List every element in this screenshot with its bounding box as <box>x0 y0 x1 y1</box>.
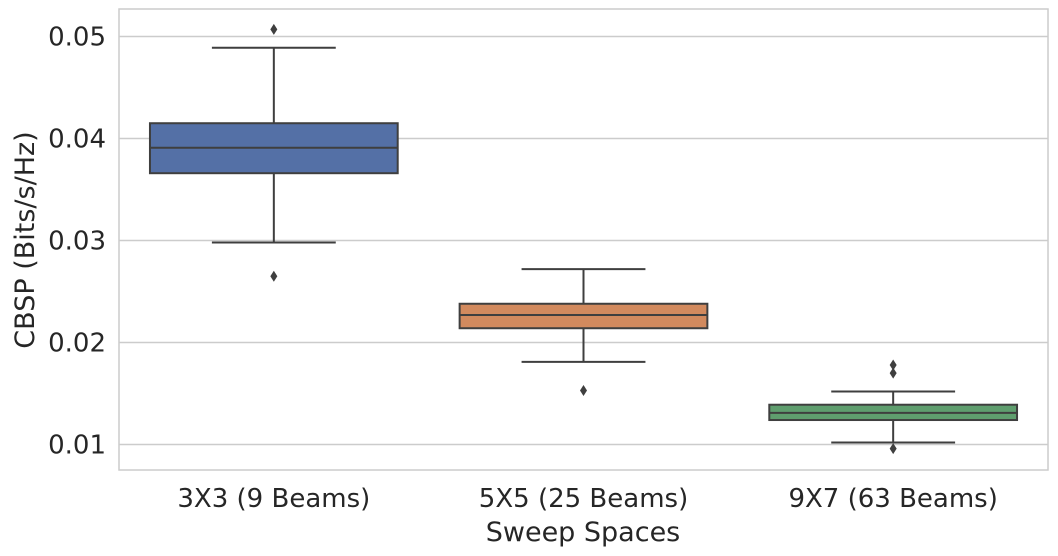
x-tick-labels: 3X3 (9 Beams) 5X5 (25 Beams) 9X7 (63 Beams… <box>177 484 998 514</box>
x-axis-label: Sweep Spaces <box>486 517 681 548</box>
box-group <box>768 359 1019 455</box>
plot-frame <box>118 8 1049 471</box>
box-iqr <box>458 302 709 330</box>
grid-lines <box>119 35 1048 446</box>
y-tick-label: 0.05 <box>48 23 106 53</box>
y-axis-label: CBSP (Bits/s/Hz) <box>10 131 41 348</box>
outlier-point <box>580 384 587 396</box>
y-tick-label: 0.02 <box>48 329 106 359</box>
outlier-point <box>889 359 897 371</box>
x-tick-label: 5X5 (25 Beams) <box>479 484 688 514</box>
y-tick-label: 0.01 <box>48 431 106 461</box>
y-tick-label: 0.03 <box>48 227 106 257</box>
x-tick-label: 3X3 (9 Beams) <box>177 484 370 514</box>
box-group <box>458 268 709 396</box>
outlier-point <box>889 367 897 379</box>
outlier-point <box>889 443 897 455</box>
outlier-point <box>270 23 278 35</box>
y-tick-label: 0.04 <box>48 125 106 155</box>
outlier-point <box>270 270 278 282</box>
boxes <box>148 23 1019 455</box>
x-tick-label: 9X7 (63 Beams) <box>788 484 997 514</box>
box-group <box>148 23 399 282</box>
y-tick-labels: 0.01 0.02 0.03 0.04 0.05 <box>48 23 106 461</box>
